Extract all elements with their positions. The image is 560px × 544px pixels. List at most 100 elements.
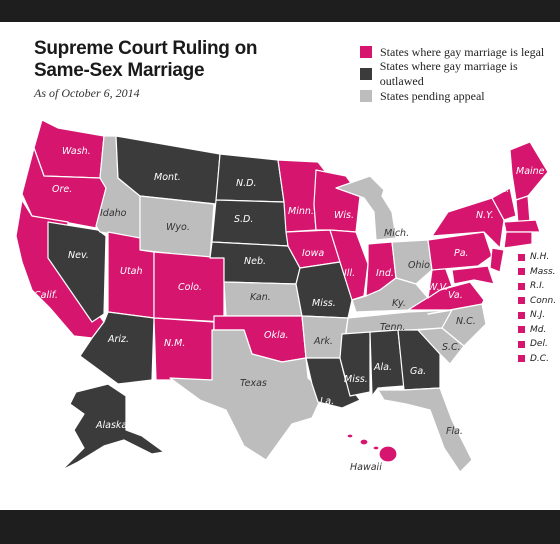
small-state-item: D.C.	[518, 352, 556, 367]
small-state-label: Del.	[530, 339, 548, 350]
label-id: Idaho	[100, 208, 127, 219]
small-state-label: Md.	[530, 324, 547, 335]
state-al[interactable]	[369, 329, 405, 397]
state-oh[interactable]	[391, 239, 433, 285]
state-nc[interactable]	[427, 303, 487, 347]
label-ut: Utah	[120, 266, 143, 277]
legend: States where gay marriage is legal State…	[360, 42, 560, 108]
label-mi: Mich.	[384, 228, 409, 239]
bottom-bar	[0, 510, 560, 544]
label-ky: Ky.	[392, 298, 406, 309]
label-ms2: Miss.	[344, 374, 368, 385]
label-nv: Nev.	[68, 250, 89, 261]
small-state-swatch	[518, 282, 525, 290]
title-line-1: Supreme Court Ruling on	[34, 38, 258, 59]
label-co: Colo.	[178, 282, 202, 293]
label-ne: Neb.	[244, 256, 266, 267]
state-ga[interactable]	[397, 329, 441, 391]
label-ca: Calif.	[34, 290, 58, 301]
small-state-item: N.H.	[518, 250, 556, 265]
label-ak: Alaska	[95, 420, 127, 431]
label-pa: Pa.	[454, 248, 469, 259]
state-ky[interactable]	[351, 277, 429, 313]
title-line-2: Same-Sex Marriage	[34, 60, 205, 81]
state-vt[interactable]	[491, 187, 517, 221]
small-state-swatch	[518, 253, 525, 261]
label-la: La.	[320, 396, 334, 407]
label-il: Ill.	[344, 268, 355, 279]
label-fl: Fla.	[446, 426, 463, 437]
state-ct-ri[interactable]	[503, 231, 533, 249]
label-mo: Miss.	[312, 298, 336, 309]
label-nd: N.D.	[236, 178, 256, 189]
legend-swatch-pending	[360, 90, 372, 102]
small-state-label: Mass.	[530, 266, 556, 277]
small-state-item: Conn.	[518, 294, 556, 309]
small-state-item: Del.	[518, 337, 556, 352]
small-states-list: N.H. Mass. R.I. Conn. N.J. Md. Del. D.C.	[518, 250, 556, 366]
small-state-swatch	[518, 311, 525, 319]
state-wv[interactable]	[427, 263, 453, 299]
state-nj[interactable]	[489, 247, 505, 273]
state-ak[interactable]	[61, 383, 165, 471]
state-az[interactable]	[79, 311, 155, 385]
state-ma[interactable]	[503, 219, 541, 233]
label-ar: Ark.	[313, 336, 333, 347]
label-hi: Hawaii	[350, 462, 382, 473]
legend-item-outlawed: States where gay marriage is outlawed	[360, 59, 560, 88]
label-tn: Tenn.	[380, 322, 406, 333]
state-mi[interactable]	[335, 175, 397, 241]
state-wi[interactable]	[313, 169, 361, 233]
legend-label-legal: States where gay marriage is legal	[380, 44, 545, 59]
top-bar	[0, 0, 560, 22]
small-state-label: D.C.	[530, 353, 549, 364]
state-fl[interactable]	[377, 387, 473, 473]
label-vt: Vt.	[496, 184, 509, 195]
small-state-label: R.I.	[530, 281, 545, 292]
label-wa: Wash.	[62, 146, 91, 157]
label-ia: Iowa	[302, 248, 324, 259]
legend-swatch-outlawed	[360, 68, 372, 80]
label-sd: S.D.	[234, 214, 253, 225]
state-ms[interactable]	[339, 331, 371, 397]
small-state-swatch	[518, 268, 525, 276]
small-state-swatch	[518, 355, 525, 363]
label-tx: Texas	[240, 378, 267, 389]
label-ga: Ga.	[410, 366, 426, 377]
legend-swatch-legal	[360, 46, 372, 58]
state-nm[interactable]	[153, 317, 215, 381]
state-tx[interactable]	[169, 329, 325, 461]
label-sc: S.C.	[442, 342, 461, 353]
small-state-swatch	[518, 326, 525, 334]
small-state-item: N.J.	[518, 308, 556, 323]
label-az: Ariz.	[107, 334, 129, 345]
label-ny: N.Y.	[476, 210, 494, 221]
legend-label-outlawed: States where gay marriage is outlawed	[379, 59, 518, 88]
small-state-label: Conn.	[530, 295, 557, 306]
label-wy: Wyo.	[166, 222, 190, 233]
legend-label-pending: States pending appeal	[380, 88, 485, 103]
label-me: Maine	[516, 166, 545, 177]
state-hi[interactable]	[346, 433, 398, 463]
legend-item-legal: States where gay marriage is legal	[360, 42, 560, 62]
label-nm: N.M.	[164, 338, 185, 349]
state-md-de[interactable]	[451, 265, 495, 285]
small-state-swatch	[518, 297, 525, 305]
label-nc: N.C.	[456, 316, 476, 327]
map-subtitle: As of October 6, 2014	[34, 86, 140, 100]
label-in: Ind.	[376, 268, 394, 279]
legend-item-pending: States pending appeal	[360, 86, 560, 106]
label-ok: Okla.	[264, 330, 288, 341]
small-state-swatch	[518, 340, 525, 348]
map-title: Supreme Court Ruling on Same-Sex Marriag…	[34, 38, 258, 82]
label-al: Ala.	[373, 362, 392, 373]
small-state-item: Md.	[518, 323, 556, 338]
label-wi: Wis.	[334, 210, 354, 221]
label-or: Ore.	[52, 184, 72, 195]
small-state-item: R.I.	[518, 279, 556, 294]
state-nh[interactable]	[515, 195, 531, 225]
label-mt: Mont.	[154, 172, 181, 183]
small-state-label: N.J.	[530, 310, 546, 321]
state-pa[interactable]	[427, 231, 493, 271]
